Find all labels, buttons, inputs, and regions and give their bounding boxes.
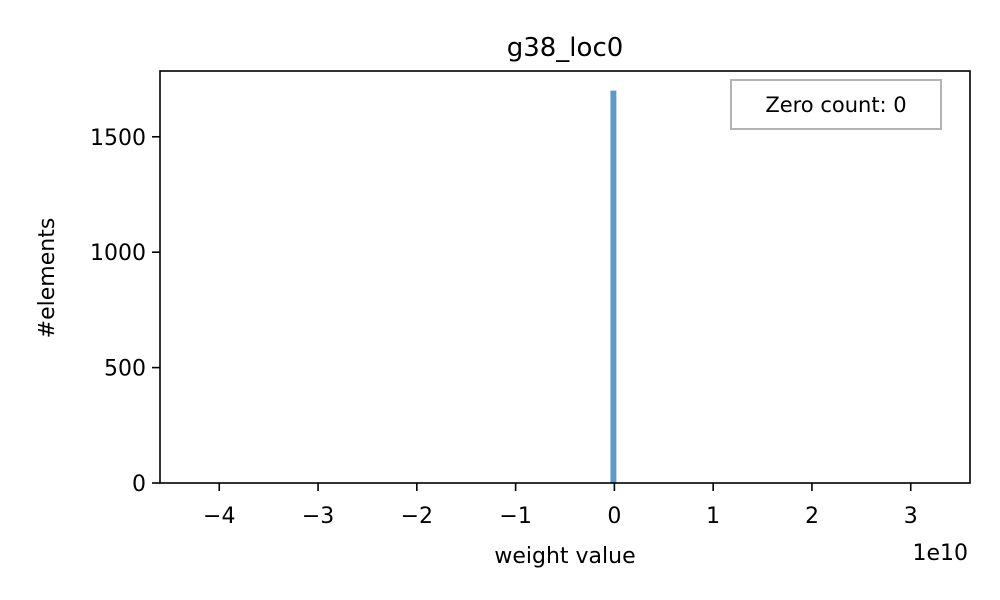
x-axis-ticks: −4 −3 −2 −1 0 1 2 3 — [203, 483, 918, 529]
bars-group — [610, 90, 617, 483]
x-axis-offset-label: 1e10 — [912, 541, 968, 566]
y-tick-label: 1500 — [90, 126, 146, 151]
x-tick-label: 0 — [607, 504, 621, 529]
x-tick-label: −2 — [401, 504, 433, 529]
annotation-text: Zero count: 0 — [765, 93, 906, 117]
x-tick-label: −3 — [302, 504, 334, 529]
y-tick-label: 0 — [132, 472, 146, 497]
plot-area-frame — [159, 70, 971, 484]
x-axis-label: weight value — [494, 544, 635, 569]
y-tick-label: 1000 — [90, 241, 146, 266]
y-axis-ticks: 0 500 1000 1500 — [90, 126, 160, 497]
x-tick-label: −4 — [203, 504, 235, 529]
x-tick-label: 1 — [706, 504, 720, 529]
annotation-box: Zero count: 0 — [730, 79, 942, 130]
x-tick-label: −1 — [499, 504, 531, 529]
chart-title: g38_loc0 — [507, 33, 624, 63]
y-tick-label: 500 — [104, 357, 146, 382]
histogram-bar — [610, 90, 617, 483]
x-tick-label: 2 — [805, 504, 819, 529]
y-axis-label: #elements — [35, 218, 60, 339]
annotation-box-border — [730, 79, 942, 130]
x-tick-label: 3 — [904, 504, 918, 529]
